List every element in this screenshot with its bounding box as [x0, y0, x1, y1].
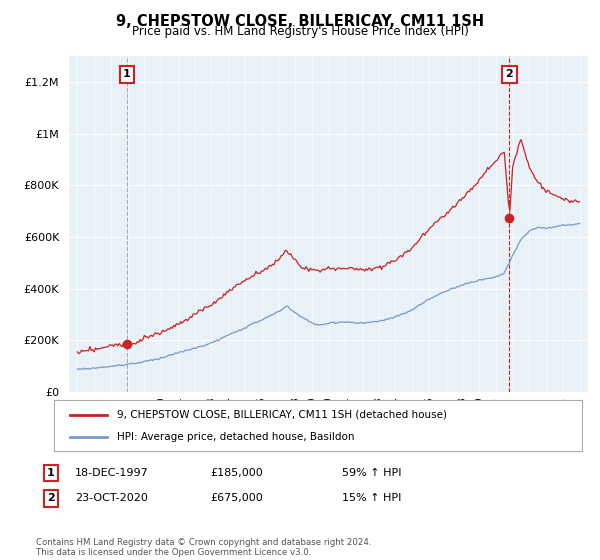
Text: 15% ↑ HPI: 15% ↑ HPI — [342, 493, 401, 503]
Text: £675,000: £675,000 — [210, 493, 263, 503]
Text: 9, CHEPSTOW CLOSE, BILLERICAY, CM11 1SH: 9, CHEPSTOW CLOSE, BILLERICAY, CM11 1SH — [116, 14, 484, 29]
Text: £185,000: £185,000 — [210, 468, 263, 478]
Text: HPI: Average price, detached house, Basildon: HPI: Average price, detached house, Basi… — [118, 432, 355, 442]
Text: 9, CHEPSTOW CLOSE, BILLERICAY, CM11 1SH (detached house): 9, CHEPSTOW CLOSE, BILLERICAY, CM11 1SH … — [118, 409, 448, 419]
Point — [505, 213, 514, 222]
Point — [122, 340, 132, 349]
Text: 1: 1 — [47, 468, 55, 478]
Text: Contains HM Land Registry data © Crown copyright and database right 2024.
This d: Contains HM Land Registry data © Crown c… — [36, 538, 371, 557]
Text: 2: 2 — [506, 69, 514, 80]
Text: 18-DEC-1997: 18-DEC-1997 — [75, 468, 149, 478]
Text: 1: 1 — [123, 69, 131, 80]
Text: 2: 2 — [47, 493, 55, 503]
Text: Price paid vs. HM Land Registry's House Price Index (HPI): Price paid vs. HM Land Registry's House … — [131, 25, 469, 38]
Text: 59% ↑ HPI: 59% ↑ HPI — [342, 468, 401, 478]
Text: 23-OCT-2020: 23-OCT-2020 — [75, 493, 148, 503]
